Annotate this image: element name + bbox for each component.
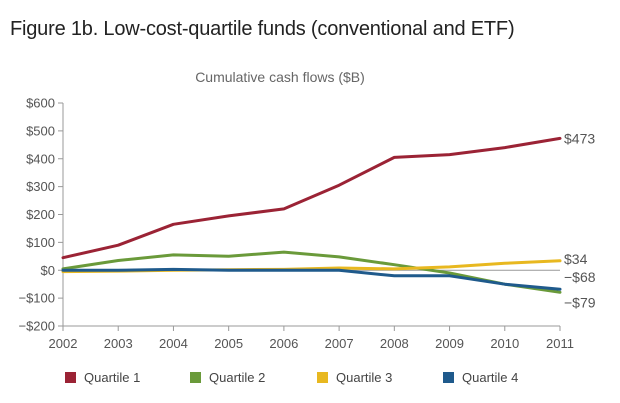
end-label-4: −$68 [564,269,596,285]
figure-title: Figure 1b. Low-cost-quartile funds (conv… [10,18,515,40]
end-label-2: −$79 [564,294,596,310]
chart-title: Cumulative cash flows ($B) [195,69,365,85]
x-tick-label: 2008 [380,336,409,351]
legend-label-3: Quartile 3 [336,370,392,385]
legend-label-2: Quartile 2 [209,370,265,385]
legend-swatch-2 [190,372,201,383]
x-tick-label: 2004 [159,336,188,351]
x-tick-label: 2007 [325,336,354,351]
legend-swatch-1 [65,372,76,383]
legend-swatch-3 [317,372,328,383]
series-lines [61,136,562,294]
x-tick-label: 2006 [269,336,298,351]
y-tick-label: $400 [26,151,55,166]
y-tick-label: −$100 [18,291,55,306]
y-tick-label: $200 [26,207,55,222]
y-tick-label: $600 [26,96,55,111]
legend-label-1: Quartile 1 [84,370,140,385]
x-tick-label: 2009 [435,336,464,351]
legend-label-4: Quartile 4 [462,370,518,385]
x-tick-label: 2003 [104,336,133,351]
axes: −$200 −$100 $0 $100 $200 $300 $400 $500 $600 2002… [18,96,574,352]
y-tick-label: $500 [26,123,55,138]
x-tick-label: 2002 [49,336,78,351]
end-label-1: $473 [564,130,595,146]
end-labels: $473 −$79 $34 −$68 [564,130,596,310]
end-label-3: $34 [564,251,588,267]
x-tick-label: 2011 [546,336,574,351]
y-tick-label: $300 [26,179,55,194]
legend-swatch-4 [443,372,454,383]
y-tick-label: −$200 [18,319,55,334]
series-line-4 [61,267,562,291]
x-tick-label: 2005 [214,336,243,351]
y-tick-label: $0 [41,263,55,278]
legend: Quartile 1 Quartile 2 Quartile 3 Quartile 4 [65,370,518,385]
y-tick-label: $100 [26,235,55,250]
x-tick-label: 2010 [490,336,519,351]
series-line-1 [61,136,562,260]
